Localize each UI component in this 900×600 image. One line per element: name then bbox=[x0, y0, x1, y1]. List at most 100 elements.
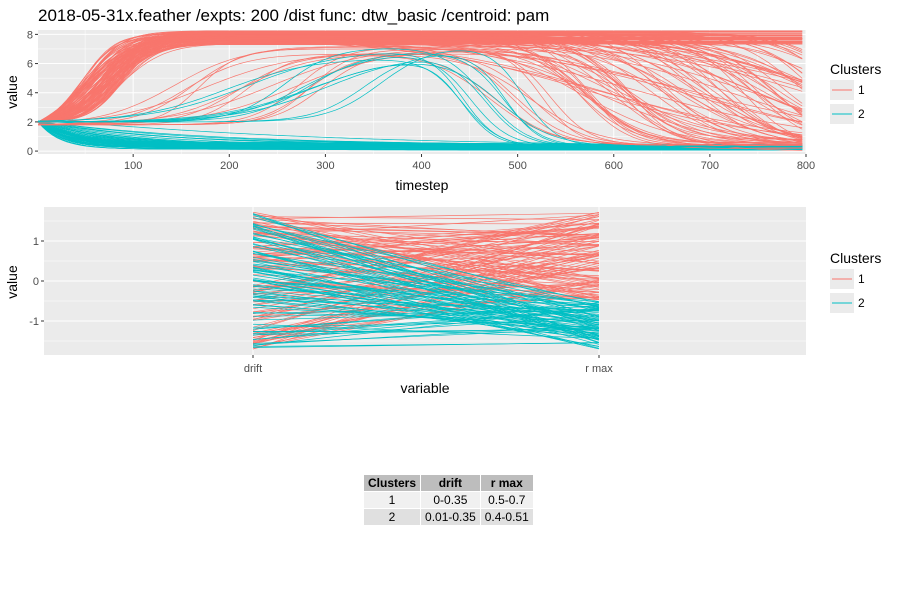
series-line-cluster-2 bbox=[252, 251, 600, 345]
series-line-cluster-1 bbox=[37, 35, 803, 148]
series-lines bbox=[252, 211, 600, 350]
series-line-cluster-1 bbox=[38, 48, 803, 146]
series-line-cluster-1 bbox=[37, 36, 803, 123]
series-line-cluster-1 bbox=[37, 33, 803, 137]
series-line-cluster-2 bbox=[252, 224, 600, 304]
series-line-cluster-1 bbox=[252, 211, 600, 279]
series-line-cluster-2 bbox=[252, 225, 600, 331]
series-line-cluster-2 bbox=[252, 331, 600, 333]
table-cell: 0.5-0.7 bbox=[480, 492, 533, 508]
series-line-cluster-2 bbox=[252, 323, 600, 339]
series-line-cluster-2 bbox=[252, 310, 600, 336]
y-tick-label: 6 bbox=[27, 59, 33, 71]
series-line-cluster-1 bbox=[252, 226, 600, 255]
x-axis-label: timestep bbox=[396, 177, 449, 193]
x-tick-label: 600 bbox=[605, 160, 623, 172]
series-line-cluster-1 bbox=[252, 218, 600, 238]
series-line-cluster-2 bbox=[252, 306, 600, 328]
series-line-cluster-2 bbox=[252, 238, 600, 312]
chart-title: 2018-05-31x.feather /expts: 200 /dist fu… bbox=[38, 6, 550, 25]
series-line-cluster-1 bbox=[252, 219, 600, 341]
table-cell: 0-0.35 bbox=[421, 492, 480, 508]
legend-label-2: 2 bbox=[858, 107, 865, 121]
series-line-cluster-2 bbox=[252, 304, 600, 332]
x-tick-label: 800 bbox=[797, 160, 815, 172]
table-cell: 2 bbox=[364, 509, 421, 525]
x-axis-ticks: 100 200 300 400 500 600 700 800 bbox=[124, 154, 815, 172]
series-line-cluster-2 bbox=[252, 307, 600, 346]
series-line-cluster-1 bbox=[37, 40, 803, 123]
column-header: r max bbox=[480, 475, 533, 491]
y-tick-label: 1 bbox=[33, 236, 39, 248]
series-line-cluster-1 bbox=[37, 31, 803, 139]
legend-label-1: 1 bbox=[858, 83, 865, 97]
series-line-cluster-1 bbox=[252, 239, 600, 305]
parallel-coordinates-chart: drift r max -1 0 1 variable value Clusters … bbox=[4, 207, 881, 396]
series-line-cluster-2 bbox=[252, 327, 600, 344]
x-axis-label: variable bbox=[400, 380, 449, 396]
series-line-cluster-1 bbox=[252, 225, 600, 236]
series-line-cluster-2 bbox=[252, 309, 600, 321]
x-tick-label: 500 bbox=[508, 160, 526, 172]
series-line-cluster-1 bbox=[38, 49, 803, 146]
summary-table: Clusters drift r max 1 0-0.35 0.5-0.7 2 … bbox=[363, 474, 534, 526]
series-line-cluster-2 bbox=[252, 271, 600, 337]
legend-title: Clusters bbox=[830, 61, 881, 77]
x-tick-label: 200 bbox=[220, 160, 238, 172]
legend: Clusters 1 2 bbox=[830, 250, 881, 313]
legend-title: Clusters bbox=[830, 250, 881, 266]
series-line-cluster-2 bbox=[252, 246, 600, 319]
series-line-cluster-1 bbox=[252, 228, 600, 239]
series-line-cluster-1 bbox=[252, 212, 600, 220]
x-tick-label: 700 bbox=[701, 160, 719, 172]
series-line-cluster-2 bbox=[252, 271, 600, 321]
series-line-cluster-2 bbox=[37, 121, 803, 149]
series-line-cluster-2 bbox=[38, 53, 803, 148]
legend: Clusters 1 2 bbox=[830, 61, 881, 124]
series-line-cluster-1 bbox=[37, 40, 803, 123]
series-line-cluster-2 bbox=[252, 267, 600, 350]
series-line-cluster-1 bbox=[252, 214, 600, 265]
series-line-cluster-1 bbox=[252, 232, 600, 253]
legend-label-2: 2 bbox=[858, 296, 865, 310]
y-tick-label: 0 bbox=[27, 146, 33, 158]
table-cell: 0.4-0.51 bbox=[480, 509, 533, 525]
series-line-cluster-1 bbox=[252, 253, 600, 306]
series-line-cluster-2 bbox=[252, 302, 600, 330]
series-lines bbox=[37, 30, 803, 151]
series-line-cluster-1 bbox=[252, 222, 600, 253]
series-line-cluster-2 bbox=[252, 259, 600, 320]
series-line-cluster-2 bbox=[252, 294, 600, 329]
table-row: 2 0.01-0.35 0.4-0.51 bbox=[364, 509, 533, 525]
x-tick-label: r max bbox=[585, 363, 613, 375]
series-line-cluster-2 bbox=[252, 213, 600, 318]
x-axis-ticks: drift r max bbox=[244, 355, 613, 375]
y-tick-label: 4 bbox=[27, 88, 33, 100]
y-axis-label: value bbox=[4, 75, 20, 109]
series-line-cluster-1 bbox=[252, 233, 600, 283]
series-line-cluster-1 bbox=[252, 222, 600, 247]
legend-label-1: 1 bbox=[858, 272, 865, 286]
y-axis-ticks: 0 2 4 6 8 bbox=[27, 29, 38, 158]
series-line-cluster-2 bbox=[37, 121, 803, 150]
y-tick-label: -1 bbox=[29, 316, 39, 328]
series-line-cluster-1 bbox=[37, 35, 803, 123]
x-tick-label: 400 bbox=[412, 160, 430, 172]
series-line-cluster-1 bbox=[37, 30, 803, 139]
series-line-cluster-2 bbox=[252, 315, 600, 340]
series-line-cluster-2 bbox=[252, 250, 600, 337]
series-line-cluster-1 bbox=[37, 31, 803, 146]
series-line-cluster-1 bbox=[252, 236, 600, 263]
y-tick-label: 2 bbox=[27, 117, 33, 129]
series-line-cluster-2 bbox=[252, 228, 600, 324]
series-line-cluster-1 bbox=[252, 216, 600, 221]
x-tick-label: drift bbox=[244, 363, 262, 375]
column-header: drift bbox=[421, 475, 480, 491]
series-line-cluster-2 bbox=[37, 121, 803, 150]
y-tick-label: 8 bbox=[27, 29, 33, 41]
series-line-cluster-2 bbox=[252, 217, 600, 308]
series-line-cluster-2 bbox=[252, 277, 600, 337]
column-header: Clusters bbox=[364, 475, 421, 491]
series-line-cluster-2 bbox=[252, 253, 600, 305]
